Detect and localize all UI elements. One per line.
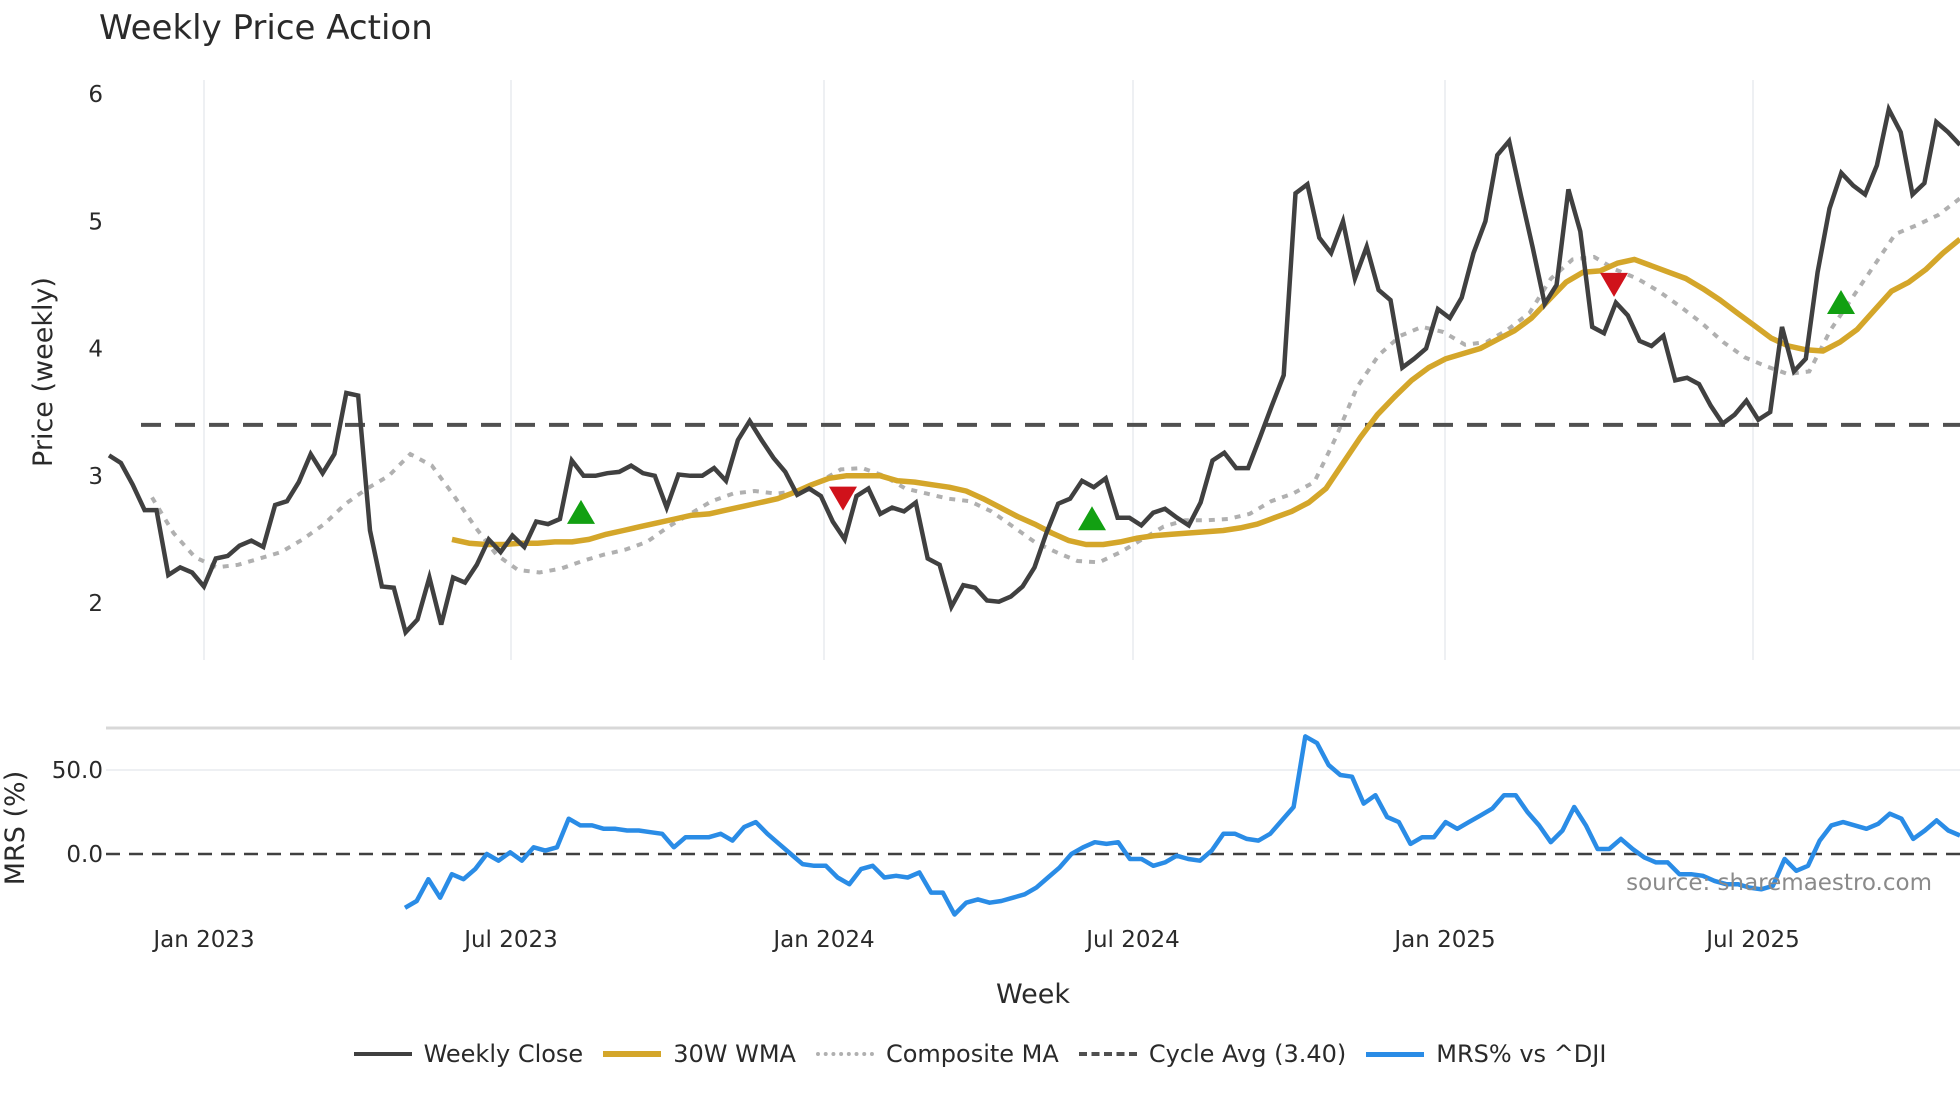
legend-item-composite-ma[interactable]: Composite MA [815, 1040, 1059, 1068]
chart-title: Weekly Price Action [99, 8, 433, 48]
buy-signal-triangle-icon [567, 499, 595, 524]
chart-canvas: 2 3 4 5 6 Price (weekly) 0.0 50.0 MRS (%) sou… [0, 80, 1960, 1010]
svg-text:6: 6 [88, 82, 103, 108]
legend-label: Composite MA [885, 1040, 1059, 1068]
legend-label: MRS% vs ^DJI [1436, 1040, 1607, 1068]
wma-30w-line [451, 236, 1960, 548]
svg-text:Jan 2025: Jan 2025 [1392, 927, 1495, 953]
svg-text:50.0: 50.0 [52, 758, 103, 784]
buy-signal-triangle-icon [1078, 506, 1106, 531]
cycle-avg-swatch [1078, 1052, 1137, 1056]
mrs-y-ticks: 0.0 50.0 [52, 758, 103, 868]
svg-text:3: 3 [88, 464, 103, 490]
mrs-y-axis-label: MRS (%) [0, 771, 31, 886]
legend-item-wma[interactable]: 30W WMA [603, 1040, 796, 1068]
price-y-axis-label: Price (weekly) [28, 277, 59, 467]
svg-text:0.0: 0.0 [66, 842, 103, 868]
price-y-ticks: 2 3 4 5 6 [88, 82, 103, 617]
svg-text:Jan 2024: Jan 2024 [771, 927, 874, 953]
buy-signal-triangle-icon [1827, 289, 1855, 314]
composite-ma-swatch [815, 1052, 874, 1056]
svg-text:Jul 2023: Jul 2023 [462, 927, 558, 953]
svg-text:Jan 2023: Jan 2023 [151, 927, 254, 953]
svg-text:2: 2 [88, 591, 103, 617]
legend-item-weekly-close[interactable]: Weekly Close [353, 1040, 584, 1068]
x-axis-ticks: Jan 2023 Jul 2023 Jan 2024 Jul 2024 Jan 2025… [151, 927, 1799, 953]
legend-label: Weekly Close [423, 1040, 584, 1068]
source-credit: source: sharemaestro.com [1626, 870, 1932, 896]
signal-markers [567, 272, 1855, 531]
legend-label: Cycle Avg (3.40) [1148, 1040, 1347, 1068]
legend-item-cycle-avg[interactable]: Cycle Avg (3.40) [1078, 1040, 1347, 1068]
weekly-close-line [107, 102, 1960, 637]
x-axis-label: Week [996, 979, 1070, 1010]
sell-signal-triangle-icon [1600, 272, 1628, 297]
mrs-swatch [1366, 1051, 1425, 1057]
weekly-close-swatch [353, 1052, 412, 1056]
svg-text:Jul 2024: Jul 2024 [1084, 927, 1180, 953]
composite-ma-line [150, 196, 1960, 575]
svg-text:5: 5 [88, 209, 103, 235]
vertical-gridlines [203, 80, 1754, 660]
mrs-line [403, 734, 1960, 917]
legend-item-mrs[interactable]: MRS% vs ^DJI [1366, 1040, 1606, 1068]
sell-signal-triangle-icon [829, 486, 857, 511]
legend: Weekly Close 30W WMA Composite MA Cycle … [0, 1034, 1960, 1074]
wma-swatch [603, 1051, 662, 1057]
svg-text:4: 4 [88, 337, 103, 363]
svg-text:Jul 2025: Jul 2025 [1704, 927, 1800, 953]
legend-label: 30W WMA [673, 1040, 796, 1068]
